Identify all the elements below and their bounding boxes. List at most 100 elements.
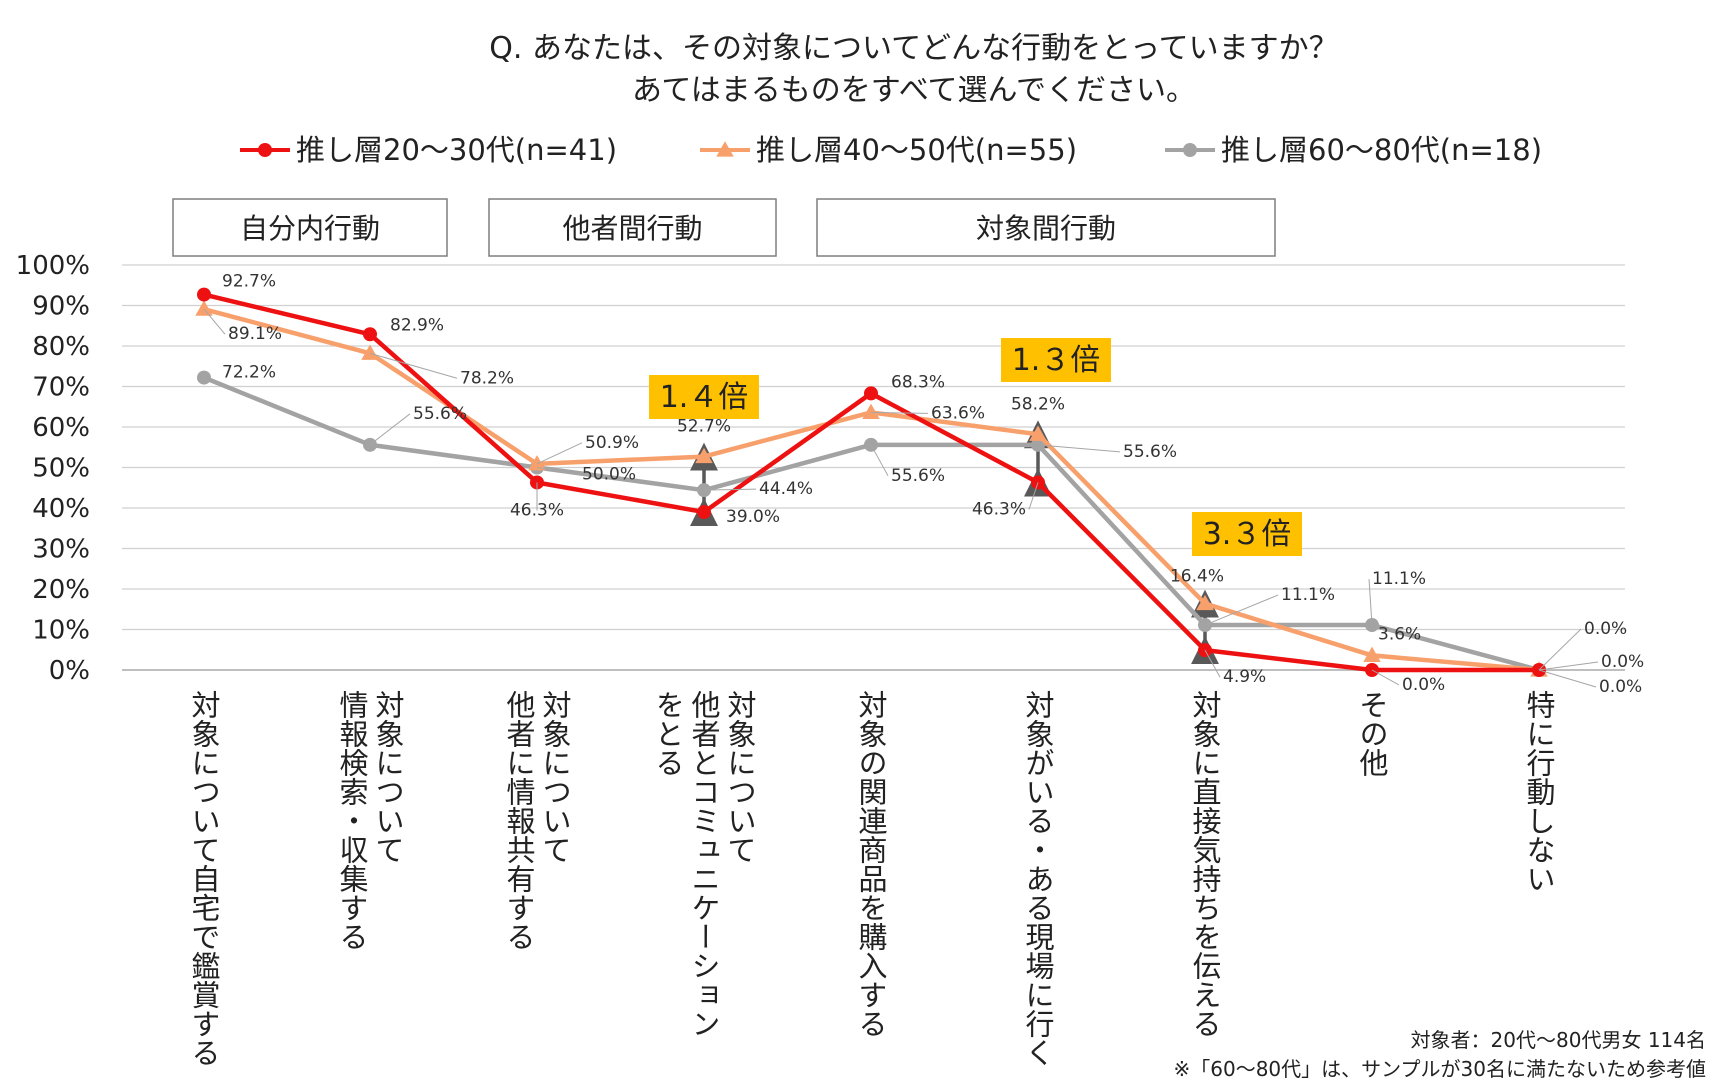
point-s2-4 <box>695 447 713 464</box>
data-label-s1-1: 92.7% <box>222 272 276 292</box>
group-label-3: 対象間行動 <box>976 212 1116 245</box>
y-tick-label-5: 50% <box>32 454 90 484</box>
ratio-label-2: 1.３倍 <box>1012 343 1101 378</box>
y-tick-label-0: 0% <box>49 656 90 686</box>
data-label-s2-5: 63.6% <box>931 403 985 423</box>
category-label-7-1: 対象に直接気持ちを伝える <box>1188 690 1222 1038</box>
series-line-1 <box>203 292 1539 673</box>
data-label-s1-3: 46.3% <box>510 500 564 520</box>
y-tick-label-1: 10% <box>32 616 90 646</box>
data-label-s2-4: 52.7% <box>677 417 731 437</box>
ratio-box-1 <box>649 375 759 419</box>
data-label-s3-4: 44.4% <box>759 479 813 499</box>
category-label-6-1: 対象がいる・ある現場に行く <box>1021 690 1055 1067</box>
leader-s3-5 <box>870 444 889 477</box>
group-boxes: 自分内行動 他者間行動 対象間行動 <box>172 198 1276 257</box>
legend: 推し層20～30代(n=41) 推し層40～50代(n=55) 推し層60～80代(… <box>240 133 1542 167</box>
leader-s1-7 <box>1204 649 1221 678</box>
y-tick-label-7: 70% <box>32 373 90 403</box>
category-label-1-1: 対象について自宅で鑑賞する <box>187 690 221 1067</box>
point-s2-6 <box>1029 425 1047 441</box>
data-label-s1-5: 68.3% <box>891 372 945 392</box>
group-box-1 <box>172 198 448 257</box>
leader-s3-8 <box>1368 579 1373 626</box>
group-label-2: 他者間行動 <box>562 212 702 245</box>
y-tick-label-2: 20% <box>32 575 90 605</box>
data-label-s2-7: 16.4% <box>1170 567 1224 587</box>
gridlines <box>122 264 1625 671</box>
point-s2-2 <box>361 344 379 360</box>
ratio-label-3: 3.３倍 <box>1203 517 1292 552</box>
data-label-s3-7: 11.1% <box>1281 585 1335 605</box>
data-label-s2-9: 0.0% <box>1601 652 1644 672</box>
point-s2-1 <box>195 300 213 316</box>
data-label-s3-2: 55.6% <box>413 404 467 424</box>
data-label-s1-9: 0.0% <box>1599 677 1642 697</box>
y-axis: 0% 10% 20% 30% 40% 50% 60% 70% 80% 90% 100% <box>16 251 90 686</box>
leader-s3-3 <box>536 467 580 475</box>
point-s2-3 <box>528 455 546 471</box>
category-label-4-3: をとる <box>651 690 685 777</box>
data-label-s2-3: 50.9% <box>585 433 639 453</box>
series-line-3 <box>203 375 1540 673</box>
category-label-4-1: 対象について <box>723 690 757 864</box>
category-label-3-1: 対象について <box>538 690 572 864</box>
leader-s3-4 <box>703 488 757 491</box>
leader-s2-2 <box>369 352 458 379</box>
data-label-s1-6: 46.3% <box>972 499 1026 519</box>
group-box-2 <box>488 198 777 257</box>
group-label-1: 自分内行動 <box>240 212 380 245</box>
category-label-3-2: 他者に情報共有する <box>502 690 536 951</box>
category-label-2-2: 情報検索・収集する <box>335 690 369 951</box>
data-label-s3-3: 50.0% <box>582 465 636 485</box>
data-labels: 92.7% 82.9% 46.3% 39.0% 68.3% 46.3% 4.9% 0.0% 0.… <box>203 272 1644 697</box>
y-tick-label-3: 30% <box>32 535 90 565</box>
data-label-s2-2: 78.2% <box>460 368 514 388</box>
data-label-s3-9: 0.0% <box>1584 619 1627 639</box>
chart-title-line-1: Q. あなたは、その対象についてどんな行動をとっていますか？ <box>489 31 1338 66</box>
legend-label-3: 推し層60～80代(n=18) <box>1221 133 1542 167</box>
ratio-label-1: 1.４倍 <box>660 380 749 415</box>
legend-marker-2 <box>716 141 734 157</box>
y-tick-label-6: 60% <box>32 413 90 443</box>
legend-marker-1 <box>258 143 272 157</box>
legend-label-2: 推し層40～50代(n=55) <box>756 133 1077 167</box>
leader-s3-2 <box>369 413 411 446</box>
leader-s3-7 <box>1204 594 1279 626</box>
leader-s2-1 <box>203 308 226 335</box>
data-label-s3-8: 11.1% <box>1372 569 1426 589</box>
data-label-s2-6: 58.2% <box>1011 394 1065 414</box>
legend-label-1: 推し層20～30代(n=41) <box>296 133 617 167</box>
note-reference: ※「60～80代」は、サンプルが30名に満たないため参考値 <box>1173 1057 1706 1081</box>
leader-s2-9 <box>1538 661 1599 671</box>
data-label-s1-2: 82.9% <box>390 315 444 335</box>
data-label-s1-8: 0.0% <box>1402 675 1445 695</box>
data-label-s2-8: 3.6% <box>1378 624 1421 644</box>
category-label-9-1: 特に行動しない <box>1522 690 1556 893</box>
point-s1-5 <box>864 386 878 401</box>
y-tick-label-4: 40% <box>32 494 90 524</box>
point-s3-1 <box>197 370 211 385</box>
ratio-box-2 <box>1001 338 1111 382</box>
category-label-4-2: 他者とコミュニケーション <box>687 690 721 1038</box>
leader-s2-5 <box>870 411 929 414</box>
group-box-3 <box>816 198 1276 257</box>
point-s1-1 <box>197 287 211 302</box>
point-s2-7 <box>1196 594 1214 611</box>
leader-s1-6 <box>1028 482 1039 510</box>
leader-s1-9 <box>1538 669 1597 688</box>
point-s2-5 <box>862 403 880 419</box>
y-tick-label-9: 90% <box>32 292 90 322</box>
y-tick-label-10: 100% <box>16 251 90 281</box>
data-label-s3-5: 55.6% <box>891 466 945 486</box>
y-tick-label-8: 80% <box>32 332 90 362</box>
data-label-s3-1: 72.2% <box>222 363 276 383</box>
ratio-annotations: 1.４倍 1.３倍 3.３倍 <box>649 338 1302 665</box>
point-s1-4 <box>697 505 711 520</box>
leader-s1-8 <box>1371 669 1400 686</box>
data-label-s1-4: 39.0% <box>726 507 780 527</box>
data-label-s3-6: 55.6% <box>1123 442 1177 462</box>
ratio-box-3 <box>1192 512 1302 556</box>
